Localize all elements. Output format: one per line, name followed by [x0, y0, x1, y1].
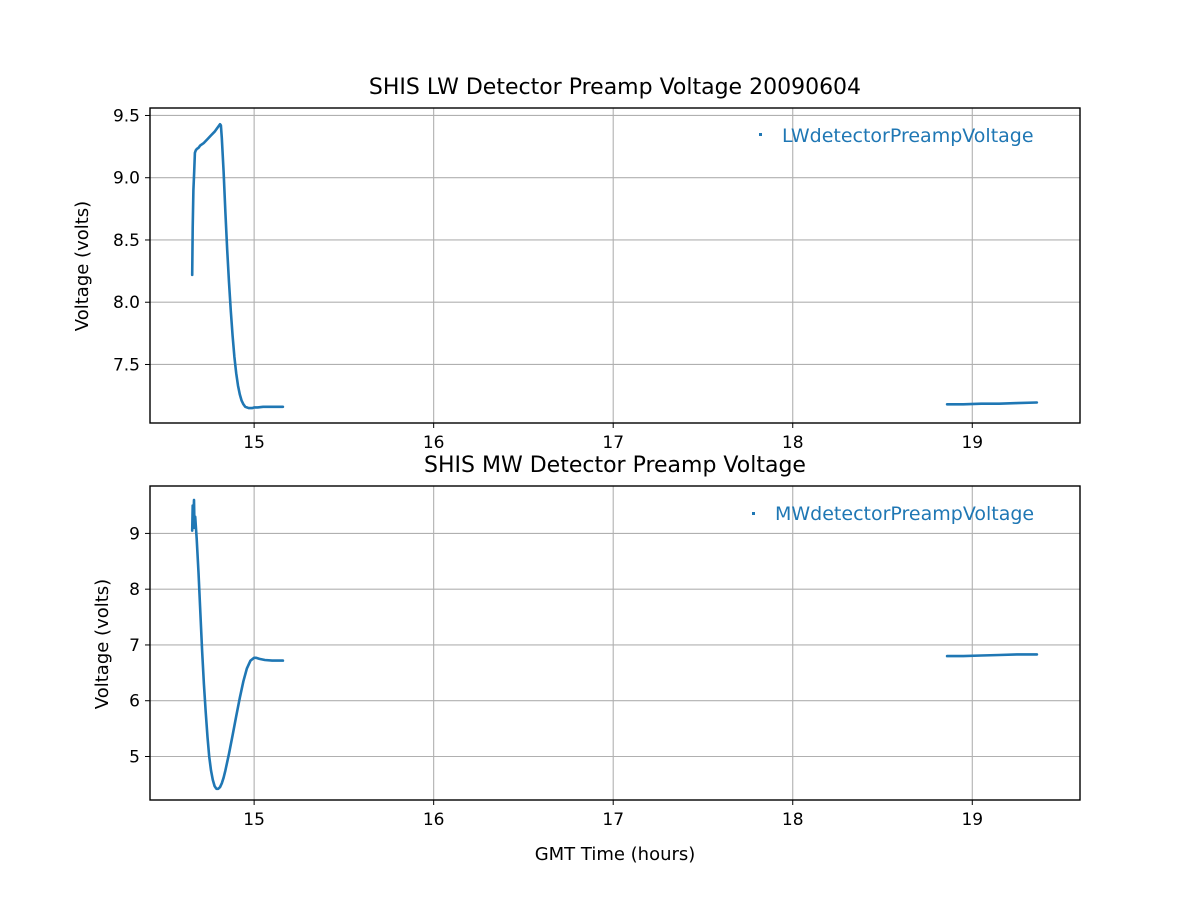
lw-legend: LWdetectorPreampVoltage	[759, 125, 1034, 147]
lw-x-tick-label: 15	[243, 433, 265, 453]
mw-voltage-plot: SHIS MW Detector Preamp Voltage 15 16 17 18…	[92, 453, 1081, 865]
lw-x-tick-label: 19	[961, 433, 983, 453]
lw-series-layer	[190, 122, 1039, 410]
lw-legend-marker	[759, 133, 762, 136]
lw-plot-frame	[149, 107, 1081, 424]
lw-ticks: 15 16 17 18 19 7.5 8.0 8.5 9.0 9.5	[113, 106, 983, 453]
mw-plot-frame	[149, 485, 1081, 801]
mw-y-axis-label: Voltage (volts)	[92, 579, 113, 709]
mw-gridlines	[150, 486, 1080, 800]
mw-ticks: 15 16 17 18 19 5 6 7 8 9	[129, 524, 983, 830]
lw-series-line-segment-1	[190, 122, 285, 410]
lw-x-tick-label: 17	[602, 433, 624, 453]
lw-legend-label: LWdetectorPreampVoltage	[782, 125, 1034, 147]
mw-series-line-segment-2	[945, 653, 1039, 658]
mw-legend-label: MWdetectorPreampVoltage	[775, 503, 1034, 525]
lw-y-tick-label: 8.0	[113, 293, 140, 313]
lw-y-axis-label: Voltage (volts)	[72, 201, 93, 331]
mw-legend-marker	[752, 512, 755, 515]
mw-series-layer	[190, 498, 1039, 791]
lw-y-tick-label: 7.5	[113, 355, 140, 375]
mw-x-tick-label: 16	[423, 810, 445, 830]
mw-x-tick-label: 17	[602, 810, 624, 830]
lw-x-tick-label: 18	[782, 433, 804, 453]
lw-y-tick-label: 9.5	[113, 106, 140, 126]
x-axis-label: GMT Time (hours)	[535, 844, 696, 865]
lw-chart-title: SHIS LW Detector Preamp Voltage 20090604	[369, 75, 861, 100]
mw-x-tick-label: 19	[961, 810, 983, 830]
lw-voltage-plot: SHIS LW Detector Preamp Voltage 20090604…	[72, 75, 1081, 453]
mw-legend: MWdetectorPreampVoltage	[752, 503, 1034, 525]
lw-y-tick-label: 8.5	[113, 231, 140, 251]
mw-y-tick-label: 9	[129, 524, 140, 544]
mw-y-tick-label: 5	[129, 747, 140, 767]
lw-series-line-segment-2	[945, 401, 1039, 406]
mw-y-tick-label: 6	[129, 692, 140, 712]
mw-chart-title: SHIS MW Detector Preamp Voltage	[424, 453, 806, 478]
lw-y-tick-label: 9.0	[113, 169, 140, 189]
lw-gridlines	[150, 108, 1080, 423]
lw-x-tick-label: 16	[423, 433, 445, 453]
mw-x-tick-label: 15	[243, 810, 265, 830]
mw-y-tick-label: 7	[129, 636, 140, 656]
mw-y-tick-label: 8	[129, 580, 140, 600]
mw-x-tick-label: 18	[782, 810, 804, 830]
mw-series-line-segment-1	[190, 498, 285, 791]
